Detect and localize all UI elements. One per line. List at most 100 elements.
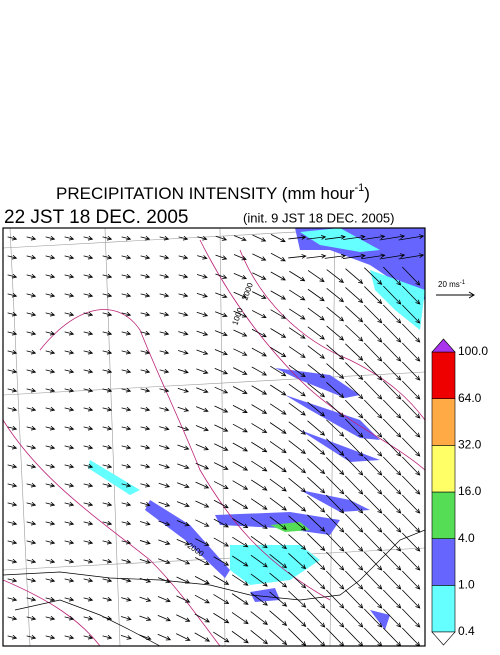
wind-arrow (26, 463, 37, 469)
wind-arrow (233, 348, 248, 356)
wind-arrow (140, 349, 151, 355)
wind-arrow (120, 635, 132, 640)
wind-arrow (45, 520, 56, 526)
wind-arrow (288, 327, 306, 339)
wind-arrow (197, 255, 208, 260)
wind-arrow (364, 513, 383, 533)
wind-arrow (45, 292, 56, 298)
wind-arrow (288, 421, 306, 435)
wind-arrow (383, 418, 402, 438)
wind-arrow (402, 380, 421, 400)
wind-arrow (26, 425, 37, 431)
wind-arrow (214, 443, 229, 451)
wind-arrow (64, 273, 75, 279)
wind-arrow (398, 234, 425, 241)
wind-arrow (343, 234, 366, 240)
wind-arrow (45, 463, 56, 469)
wind-arrow (288, 590, 307, 608)
wind-arrow (364, 494, 383, 514)
wind-arrow (383, 361, 402, 381)
wind-arrow (45, 387, 56, 393)
wind-arrow (288, 477, 307, 493)
wind-arrow (7, 615, 18, 621)
wind-arrow (288, 383, 306, 397)
wind-arrow (64, 368, 75, 374)
wind-arrow (214, 405, 229, 413)
wind-arrow (364, 570, 383, 590)
wind-arrow (213, 575, 230, 585)
wind-arrow (402, 551, 421, 571)
wind-arrow (379, 234, 406, 241)
wind-arrow (195, 481, 210, 489)
wind-arrow (195, 406, 209, 413)
wind-arrow (326, 457, 345, 476)
wind-arrow (345, 513, 364, 533)
wind-arrow (121, 578, 132, 583)
wind-arrow (402, 475, 421, 495)
wind-arrow (140, 425, 151, 431)
wind-arrow (307, 345, 325, 359)
wind-arrow (121, 406, 132, 412)
wind-arrow (383, 494, 402, 514)
colorbar-label: 64.0 (458, 391, 482, 405)
wind-arrow (307, 589, 326, 609)
wind-arrow (7, 577, 18, 583)
wind-arrow (64, 311, 75, 317)
wind-arrow (102, 425, 113, 431)
wind-arrow (252, 234, 267, 242)
wind-arrow (213, 631, 230, 643)
wind-arrow (288, 609, 307, 627)
wind-arrow (214, 386, 229, 394)
wind-arrow (102, 463, 113, 469)
wind-arrow (83, 520, 94, 526)
wind-arrow (289, 289, 306, 301)
wind-arrow (364, 304, 383, 324)
wind-arrow (215, 254, 228, 260)
wind-arrow (64, 596, 75, 602)
wind-arrow (306, 235, 327, 240)
wind-arrow (140, 521, 151, 526)
wind-arrow (232, 461, 249, 471)
wind-arrow (45, 444, 56, 450)
wind-arrow (45, 577, 56, 583)
wind-arrow (364, 380, 383, 400)
wind-arrow (288, 254, 307, 259)
wind-arrow (178, 235, 189, 241)
wind-arrow (102, 292, 113, 298)
wind-arrow (383, 437, 402, 457)
wind-arrow (345, 362, 364, 381)
wind-arrow (383, 608, 402, 628)
contour-label: 1000 (230, 306, 245, 326)
wind-arrow (345, 456, 364, 476)
wind-arrow (157, 596, 171, 603)
wind-arrow (326, 269, 344, 283)
wind-arrow (102, 330, 113, 336)
wind-arrow (159, 235, 170, 241)
wind-arrow (83, 577, 94, 583)
wind-arrow (215, 273, 228, 279)
wind-arrow (326, 475, 345, 495)
wind-arrow (139, 596, 152, 602)
wind-arrow (159, 426, 170, 431)
wind-arrow (176, 520, 190, 527)
wind-arrow (121, 330, 132, 336)
wind-arrow (121, 368, 132, 374)
wind-arrow (7, 235, 18, 241)
wind-arrow (64, 254, 75, 260)
wind-arrow (7, 311, 18, 317)
title: PRECIPITATION INTENSITY (mm hour-1) (56, 182, 370, 204)
wind-arrow (26, 596, 37, 602)
vector-ref-arrow (436, 291, 475, 299)
wind-arrow (197, 236, 208, 241)
wind-arrow (402, 627, 421, 646)
wind-arrow (402, 532, 421, 552)
wind-arrow (270, 365, 287, 377)
wind-arrow (402, 304, 421, 324)
wind-arrow (232, 499, 249, 509)
wind-arrow (232, 480, 249, 490)
wind-arrow (345, 381, 364, 400)
colorbar-segment (431, 351, 456, 399)
wind-arrow (64, 387, 75, 393)
wind-arrow (7, 463, 18, 469)
wind-arrow (231, 593, 249, 605)
